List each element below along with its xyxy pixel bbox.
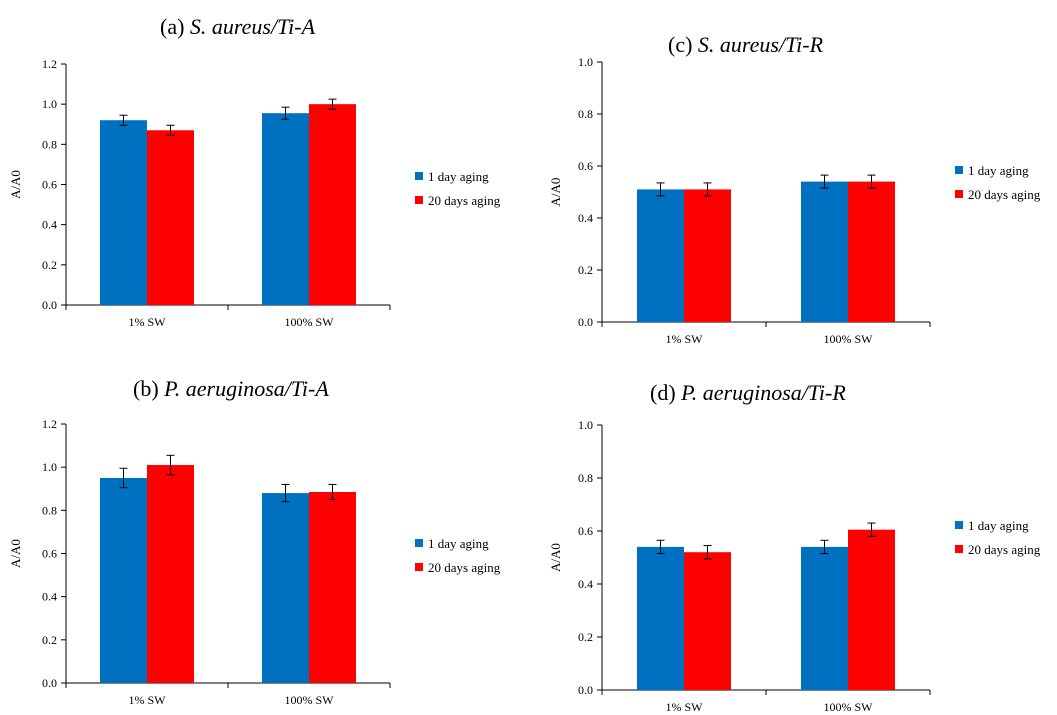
y-axis-label-c: A/A0 — [548, 178, 563, 207]
y-tick-label-b: 1.2 — [42, 417, 57, 431]
legend-label-a: 1 day aging — [428, 169, 489, 184]
title-prefix-d: (d) — [650, 380, 676, 405]
y-axis-label-a: A/A0 — [8, 170, 23, 199]
x-tick-label-a: 1% SW — [129, 315, 167, 329]
y-tick-label-b: 1.0 — [42, 460, 57, 474]
chart-title-b: (b) P. aeruginosa/Ti-A — [133, 376, 329, 402]
legend-label-b: 20 days aging — [428, 560, 501, 575]
title-prefix-c: (c) — [668, 32, 693, 57]
y-tick-label-d: 0.2 — [578, 630, 593, 644]
y-tick-label-c: 0.4 — [578, 211, 593, 225]
y-tick-label-b: 0.2 — [42, 633, 57, 647]
x-tick-label-c: 1% SW — [666, 332, 704, 346]
legend-label-d: 20 days aging — [968, 542, 1041, 557]
title-organism-b: P. aeruginosa/Ti-A — [164, 376, 329, 401]
legend-label-a: 20 days aging — [428, 193, 501, 208]
bar-b-series2 — [147, 465, 194, 683]
chart-title-c: (c) S. aureus/Ti-R — [668, 32, 823, 58]
y-tick-label-b: 0.0 — [42, 676, 57, 690]
y-axis-label-d: A/A0 — [548, 543, 563, 572]
chart-title-a: (a) S. aureus/Ti-A — [160, 14, 315, 40]
bar-b-series1 — [262, 493, 309, 683]
title-organism-d: P. aeruginosa/Ti-R — [681, 380, 846, 405]
y-tick-label-c: 0.2 — [578, 263, 593, 277]
bar-a-series1 — [100, 120, 147, 305]
legend-swatch-b — [415, 563, 423, 571]
x-tick-label-c: 100% SW — [824, 332, 874, 346]
bar-a-series2 — [309, 104, 356, 306]
legend-swatch-d — [955, 521, 963, 529]
x-tick-label-d: 100% SW — [824, 700, 874, 714]
y-tick-label-a: 0.2 — [42, 258, 57, 272]
legend-swatch-c — [955, 166, 963, 174]
bar-d-series1 — [801, 546, 848, 690]
y-tick-label-d: 0.4 — [578, 577, 593, 591]
bar-a-series2 — [147, 130, 194, 305]
legend-swatch-a — [415, 172, 423, 180]
bar-d-series2 — [848, 529, 895, 690]
title-prefix-b: (b) — [133, 376, 159, 401]
y-tick-label-a: 1.2 — [42, 57, 57, 71]
x-tick-label-a: 100% SW — [285, 315, 335, 329]
bar-a-series1 — [262, 113, 309, 306]
y-tick-label-a: 1.0 — [42, 97, 57, 111]
title-prefix-a: (a) — [160, 14, 185, 39]
chart-title-d: (d) P. aeruginosa/Ti-R — [650, 380, 846, 406]
bar-c-series1 — [637, 189, 684, 322]
y-tick-label-a: 0.6 — [42, 178, 57, 192]
y-tick-label-b: 0.6 — [42, 547, 57, 561]
y-tick-label-c: 0.6 — [578, 159, 593, 173]
x-tick-label-d: 1% SW — [666, 700, 704, 714]
legend-label-d: 1 day aging — [968, 518, 1029, 533]
legend-label-c: 20 days aging — [968, 187, 1041, 202]
legend-swatch-b — [415, 539, 423, 547]
y-tick-label-c: 1.0 — [578, 55, 593, 69]
title-organism-a: S. aureus/Ti-A — [189, 14, 316, 39]
y-tick-label-a: 0.0 — [42, 298, 57, 312]
bar-d-series1 — [637, 546, 684, 690]
y-tick-label-d: 0.8 — [578, 471, 593, 485]
bar-b-series2 — [309, 491, 356, 683]
y-tick-label-a: 0.8 — [42, 137, 57, 151]
y-tick-label-b: 0.8 — [42, 503, 57, 517]
legend-swatch-a — [415, 196, 423, 204]
y-tick-label-a: 0.4 — [42, 218, 57, 232]
y-tick-label-d: 0.0 — [578, 683, 593, 697]
y-tick-label-c: 0.0 — [578, 315, 593, 329]
legend-label-b: 1 day aging — [428, 536, 489, 551]
y-tick-label-d: 1.0 — [578, 418, 593, 432]
y-axis-label-b: A/A0 — [8, 539, 23, 568]
bar-b-series1 — [100, 477, 147, 683]
y-tick-label-d: 0.6 — [578, 524, 593, 538]
legend-swatch-d — [955, 545, 963, 553]
bar-c-series2 — [848, 181, 895, 322]
bar-d-series2 — [684, 552, 731, 690]
y-tick-label-c: 0.8 — [578, 107, 593, 121]
legend-swatch-c — [955, 190, 963, 198]
x-tick-label-b: 1% SW — [129, 693, 167, 707]
title-organism-c: S. aureus/Ti-R — [697, 32, 824, 57]
y-tick-label-b: 0.4 — [42, 590, 57, 604]
bar-c-series1 — [801, 181, 848, 322]
legend-label-c: 1 day aging — [968, 163, 1029, 178]
x-tick-label-b: 100% SW — [285, 693, 335, 707]
bar-c-series2 — [684, 189, 731, 322]
